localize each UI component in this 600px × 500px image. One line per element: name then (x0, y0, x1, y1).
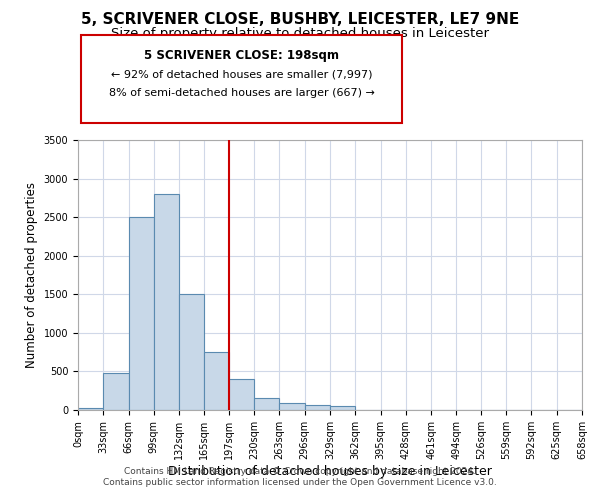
Y-axis label: Number of detached properties: Number of detached properties (25, 182, 38, 368)
Text: 8% of semi-detached houses are larger (667) →: 8% of semi-detached houses are larger (6… (109, 88, 374, 98)
Bar (254, 398, 280, 410)
X-axis label: Distribution of detached houses by size in Leicester: Distribution of detached houses by size … (168, 464, 492, 477)
Text: Size of property relative to detached houses in Leicester: Size of property relative to detached ho… (111, 28, 489, 40)
Bar (78, 408, 103, 410)
Text: Contains public sector information licensed under the Open Government Licence v3: Contains public sector information licen… (103, 478, 497, 487)
Text: Contains HM Land Registry data © Crown copyright and database right 2024.: Contains HM Land Registry data © Crown c… (124, 467, 476, 476)
Text: ← 92% of detached houses are smaller (7,997): ← 92% of detached houses are smaller (7,… (111, 69, 372, 79)
Bar (128, 217, 154, 410)
Bar (330, 406, 355, 410)
Bar (179, 294, 205, 410)
Bar (280, 403, 305, 410)
Text: 5, SCRIVENER CLOSE, BUSHBY, LEICESTER, LE7 9NE: 5, SCRIVENER CLOSE, BUSHBY, LEICESTER, L… (81, 12, 519, 28)
Text: 5 SCRIVENER CLOSE: 198sqm: 5 SCRIVENER CLOSE: 198sqm (144, 49, 339, 62)
Bar (205, 352, 229, 410)
Bar (103, 373, 128, 410)
Bar (154, 194, 179, 410)
Bar (229, 379, 254, 410)
Bar (305, 406, 330, 410)
